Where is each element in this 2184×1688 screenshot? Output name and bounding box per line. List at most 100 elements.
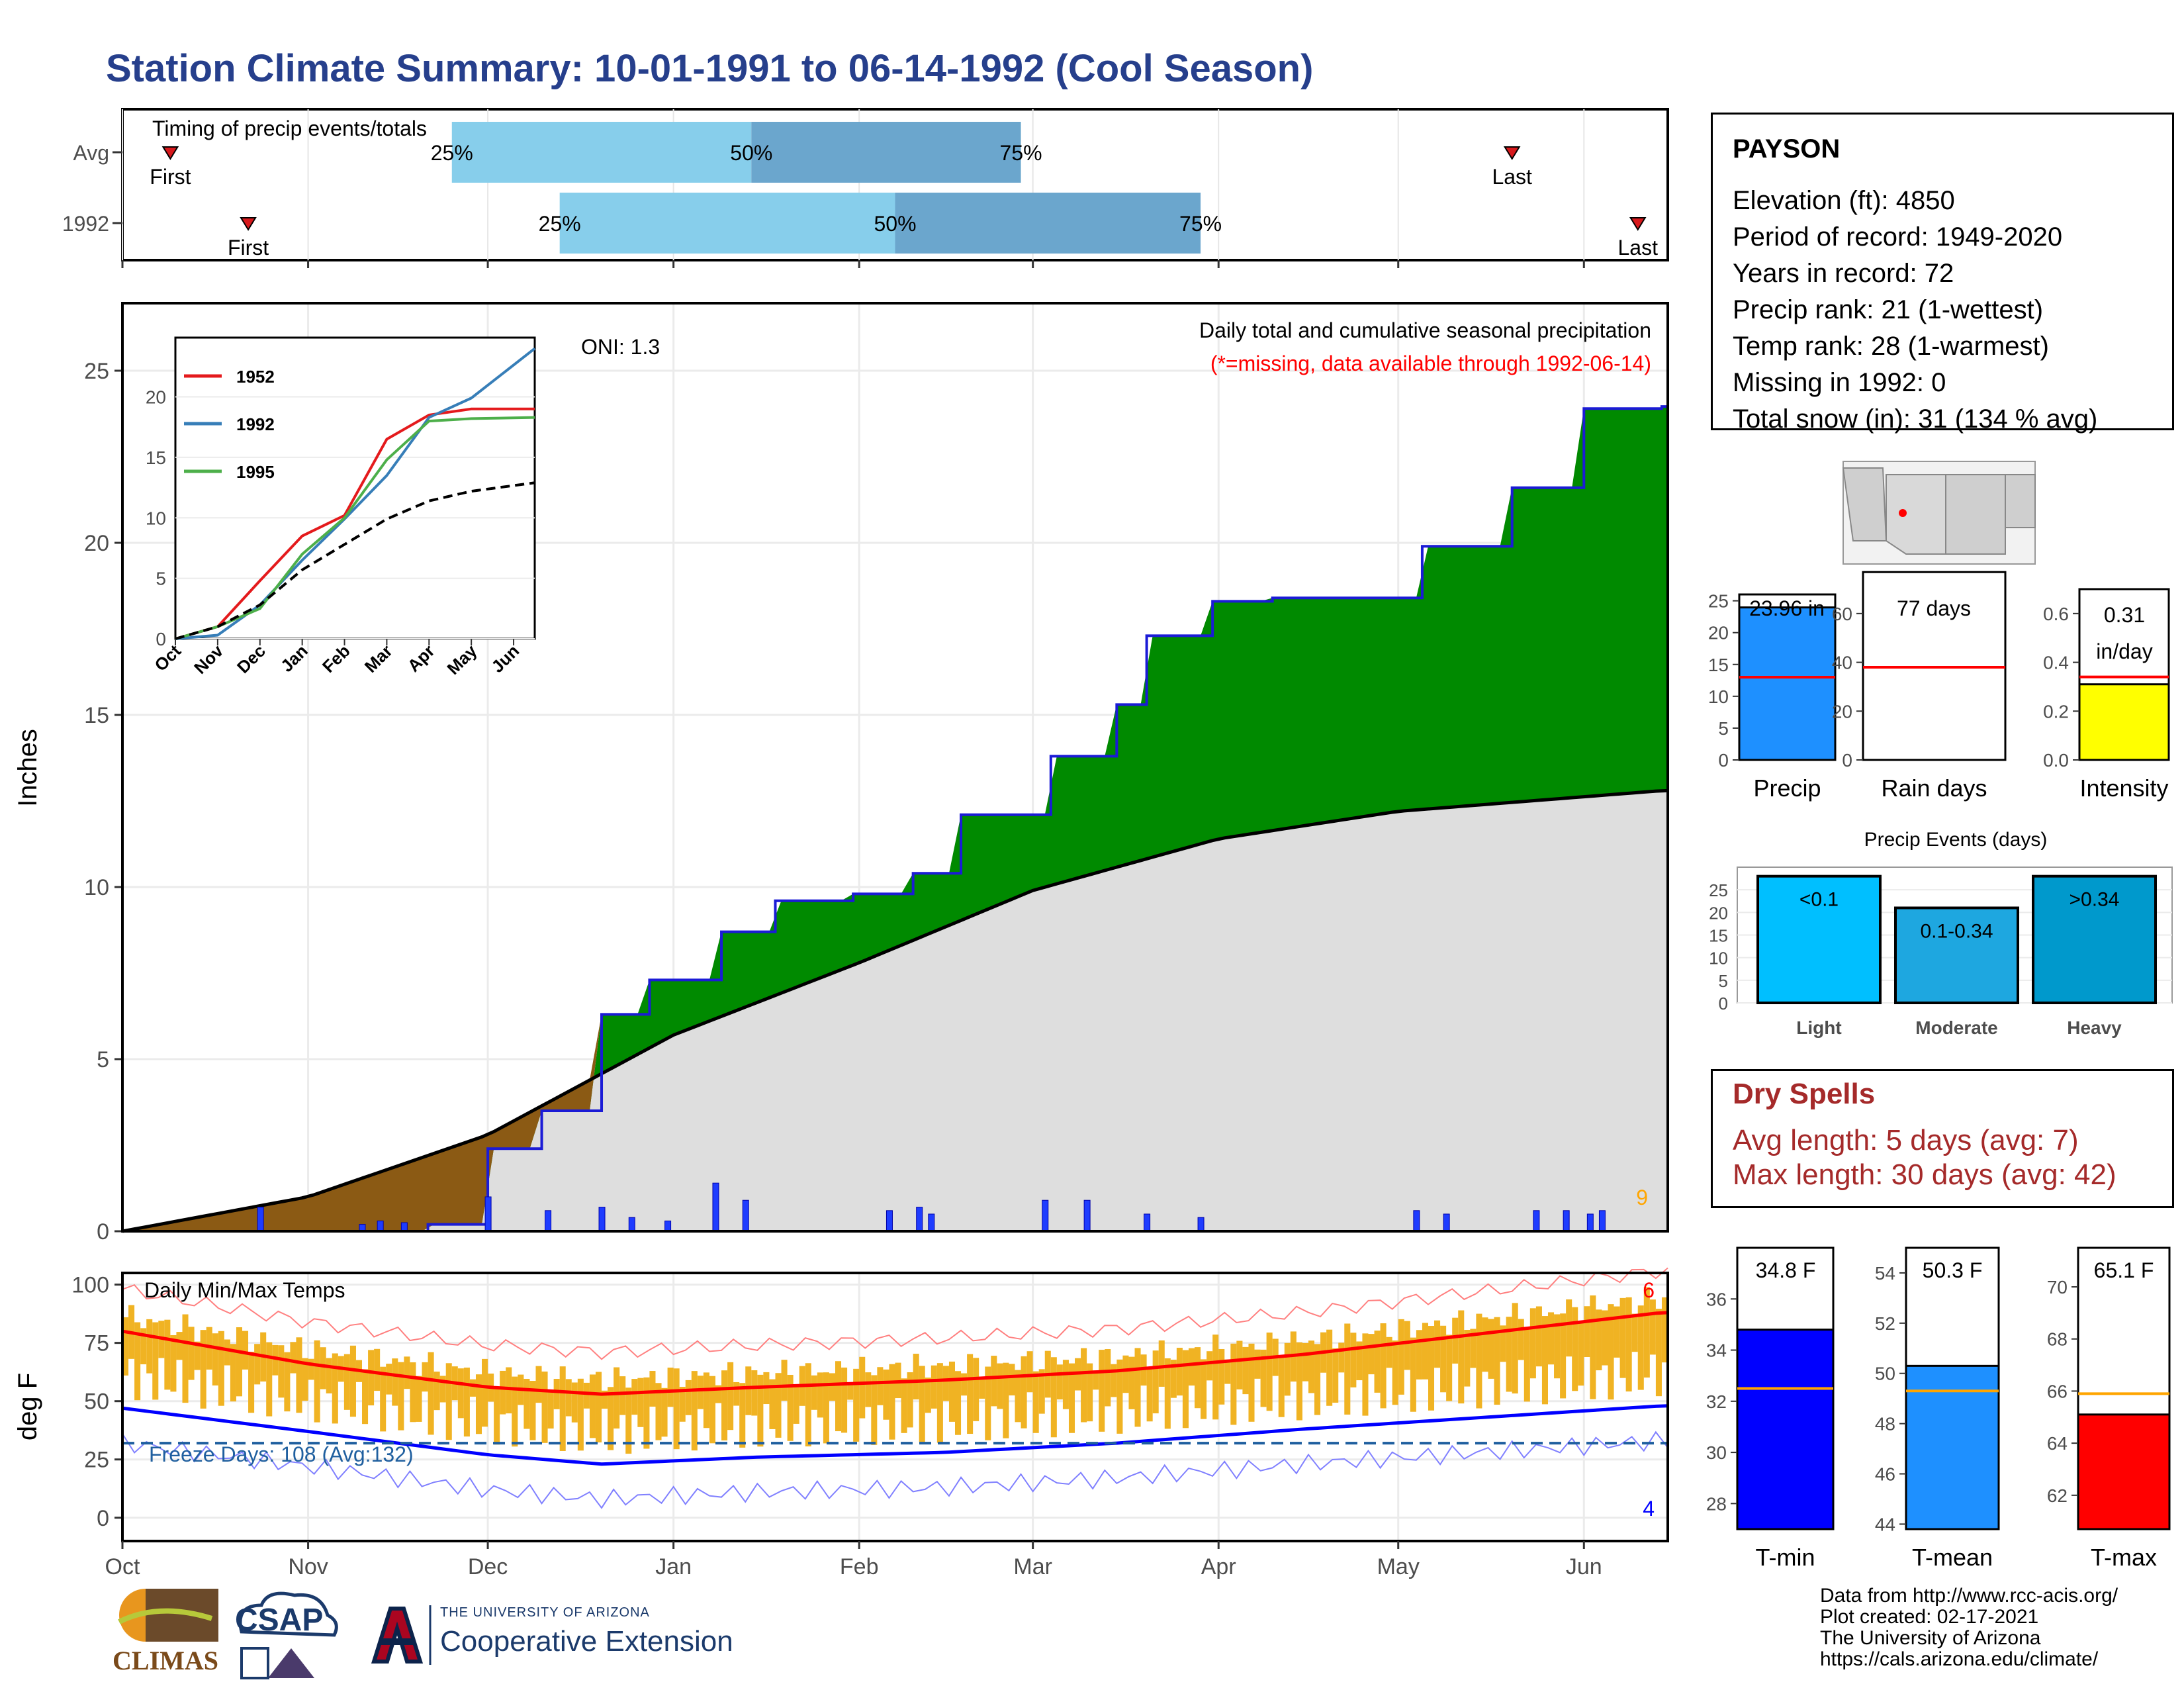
station-name: PAYSON	[1733, 134, 1841, 164]
events-bar-label: Moderate	[1915, 1017, 1997, 1038]
credit-line: https://cals.arizona.edu/climate/	[1820, 1648, 2099, 1670]
daily-temp-bar	[422, 1362, 428, 1392]
daily-temp-bar	[1212, 1335, 1219, 1420]
daily-temp-bar	[781, 1360, 788, 1401]
daily-precip-bar	[928, 1213, 935, 1232]
daily-precip-bar	[1533, 1210, 1540, 1232]
daily-temp-bar	[1230, 1343, 1237, 1425]
daily-temp-bar	[1488, 1319, 1494, 1379]
record-max-line	[122, 1267, 1668, 1360]
tmax-ytick-label: 70	[2047, 1277, 2068, 1297]
daily-temp-bar	[547, 1390, 554, 1429]
daily-temp-bar	[942, 1366, 949, 1401]
daily-precip-bar	[545, 1210, 552, 1232]
timing-row-label: Avg	[73, 141, 109, 165]
daily-temp-bar	[428, 1352, 434, 1435]
timing-bar-25-50	[451, 122, 752, 183]
events-bar-label: Light	[1796, 1017, 1841, 1038]
daily-temp-bar	[500, 1370, 506, 1415]
daily-temp-bar	[1368, 1334, 1375, 1375]
daily-temp-bar	[1614, 1306, 1620, 1358]
precip-total-ytick-label: 20	[1708, 623, 1729, 643]
temp-title: Daily Min/Max Temps	[144, 1278, 345, 1302]
timing-marker-icon	[240, 217, 257, 231]
daily-temp-bar	[1422, 1323, 1428, 1380]
daily-temp-bar	[529, 1381, 536, 1440]
daily-temp-bar	[577, 1378, 584, 1451]
tmean-value: 50.3 F	[1923, 1258, 1983, 1282]
daily-temp-bar	[1578, 1322, 1584, 1386]
daily-temp-bar	[697, 1376, 704, 1409]
daily-temp-bar	[936, 1363, 943, 1443]
events-bar	[1756, 874, 1882, 1004]
daily-temp-bar	[553, 1378, 560, 1409]
daily-temp-bar	[308, 1358, 314, 1380]
daily-temp-bar	[164, 1319, 171, 1390]
daily-temp-bar	[284, 1352, 291, 1412]
daily-temp-bar	[1560, 1313, 1567, 1399]
daily-temp-bar	[1218, 1348, 1225, 1405]
tmean-ytick-label: 52	[1875, 1313, 1895, 1334]
daily-temp-bar	[188, 1327, 195, 1380]
daily-precip-bar	[712, 1182, 719, 1232]
daily-temp-bar	[1637, 1305, 1644, 1390]
intensity-ytick-label: 0.0	[2043, 750, 2069, 771]
temp-ytick-label: 0	[97, 1506, 109, 1531]
daily-temp-bar	[1056, 1364, 1063, 1400]
timing-marker-icon	[1629, 217, 1647, 231]
rain-days-label: Rain days	[1881, 774, 1987, 802]
rain-days-value: 77 days	[1897, 596, 1971, 620]
daily-temp-bar	[1506, 1317, 1512, 1392]
daily-temp-bar	[1093, 1370, 1099, 1390]
inset-legend-label: 1952	[236, 367, 275, 387]
daily-temp-bar	[649, 1371, 656, 1407]
daily-precip-bar	[1598, 1210, 1606, 1232]
tmax-ytick-label: 66	[2047, 1381, 2068, 1401]
events-ytick-label: 5	[1719, 971, 1728, 991]
timing-pct-label: 50%	[874, 212, 916, 236]
precip-total-ytick-label: 25	[1708, 591, 1729, 612]
daily-temp-bar	[1081, 1348, 1087, 1423]
timing-pct-label: 25%	[539, 212, 581, 236]
daily-temp-bar	[559, 1366, 566, 1451]
daily-temp-bar	[236, 1327, 243, 1397]
csap-logo-text: CSAP	[235, 1603, 324, 1638]
daily-temp-bar	[1302, 1342, 1308, 1382]
daily-temp-bar	[1554, 1314, 1561, 1379]
avg-min-temp-line	[122, 1404, 1668, 1466]
timing-title: Timing of precip events/totals	[152, 117, 427, 140]
events-ytick-label: 20	[1709, 903, 1728, 923]
daily-temp-bar	[823, 1372, 829, 1444]
events-bar	[1894, 906, 2019, 1004]
avg-cumulative-line	[122, 788, 1668, 1233]
daily-temp-bar	[457, 1368, 464, 1419]
daily-temp-bar	[314, 1340, 320, 1423]
rain-days-ytick-label: 60	[1832, 604, 1852, 624]
daily-temp-bar	[931, 1365, 937, 1409]
daily-temp-bar	[302, 1358, 308, 1401]
daily-temp-bar	[565, 1379, 572, 1417]
month-xtick-label: Dec	[468, 1554, 508, 1579]
daily-temp-bar	[655, 1383, 662, 1440]
daily-temp-bar	[1380, 1323, 1387, 1409]
daily-temp-bar	[1254, 1349, 1261, 1379]
daily-temp-bar	[703, 1372, 709, 1429]
temp-ytick-label: 100	[71, 1273, 109, 1298]
timing-bar-25-50	[559, 193, 895, 254]
temp-ytick-label: 50	[84, 1389, 109, 1415]
daily-temp-bar	[871, 1375, 878, 1445]
daily-temp-bar	[619, 1376, 626, 1415]
tmean-ytick-label: 50	[1875, 1364, 1895, 1384]
daily-temp-bar	[1195, 1347, 1201, 1409]
precip-total-value: 23.96 in	[1749, 596, 1825, 620]
daily-temp-bar	[1116, 1359, 1123, 1434]
daily-temp-bar	[1428, 1326, 1435, 1411]
tmean-ytick-label: 48	[1875, 1414, 1895, 1434]
record-max-count: 6	[1643, 1278, 1655, 1302]
month-xtick-label: Mar	[1013, 1554, 1052, 1579]
daily-temp-bar	[296, 1337, 302, 1413]
daily-temp-bar	[1206, 1351, 1213, 1381]
daily-temp-bar	[1643, 1287, 1650, 1378]
daily-temp-bar	[1170, 1360, 1177, 1398]
daily-precip-bar	[1443, 1213, 1450, 1232]
